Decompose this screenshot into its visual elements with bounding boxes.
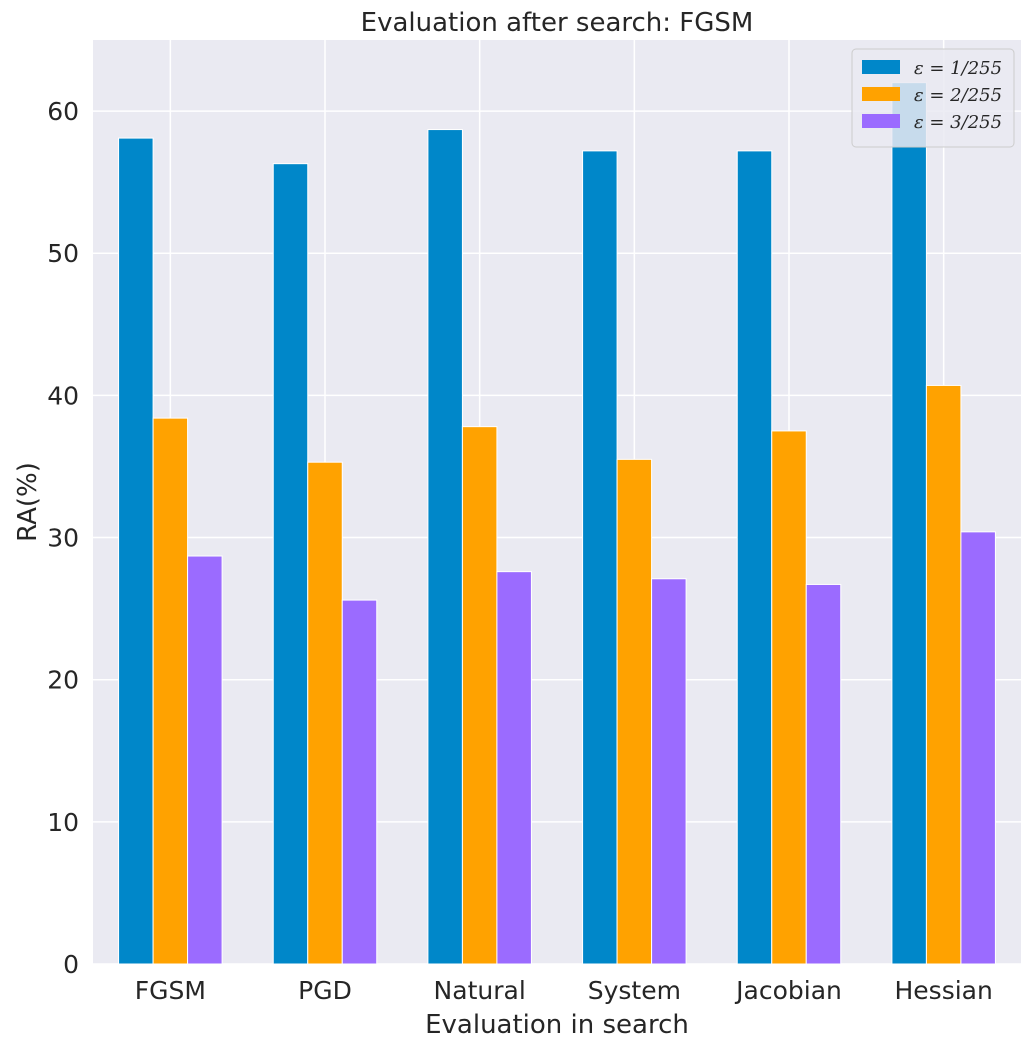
tick-labels: 0 10 20 30 40 50 60 FGSM PGD Natural System Jacobia… [47, 97, 993, 1005]
bar [891, 82, 927, 965]
bar [427, 129, 463, 965]
y-tick-label: 10 [47, 808, 79, 837]
y-tick-label: 30 [47, 524, 79, 553]
bar [307, 461, 343, 965]
x-tick-label: Jacobian [734, 976, 842, 1005]
y-tick-label: 0 [63, 950, 79, 979]
x-tick-label: Natural [434, 976, 526, 1005]
chart-title: Evaluation after search: FGSM [361, 8, 754, 38]
legend-swatch [862, 87, 900, 101]
bar [651, 578, 687, 965]
bar [736, 150, 773, 965]
y-tick-label: 20 [47, 666, 79, 695]
bar [272, 163, 309, 965]
legend-label: ε = 2/255 [914, 85, 1002, 106]
y-tick-label: 40 [47, 381, 79, 410]
x-axis-label: Evaluation in search [425, 1010, 689, 1040]
bar [925, 384, 962, 965]
y-axis-label: RA(%) [13, 462, 43, 542]
plot-area [93, 40, 1021, 964]
legend-swatch [862, 114, 900, 128]
legend: ε = 1/255 ε = 2/255 ε = 3/255 [851, 48, 1015, 148]
legend-label: ε = 1/255 [914, 58, 1002, 79]
y-tick-label: 50 [47, 239, 79, 268]
bar [152, 417, 189, 965]
bar [771, 430, 807, 965]
legend-swatch [862, 60, 900, 74]
bar [496, 571, 532, 965]
bar [461, 426, 498, 965]
bar [582, 150, 618, 965]
x-tick-label: System [588, 976, 681, 1005]
bars [118, 82, 996, 965]
bar [341, 599, 378, 965]
x-tick-label: PGD [298, 976, 352, 1005]
x-tick-label: FGSM [135, 976, 206, 1005]
x-tick-label: Hessian [894, 976, 992, 1005]
legend-label: ε = 3/255 [914, 112, 1002, 133]
bar [805, 583, 842, 965]
y-tick-label: 60 [47, 97, 79, 126]
bar [616, 458, 653, 965]
bar [960, 531, 996, 965]
bar [187, 555, 223, 965]
bar [118, 137, 154, 965]
